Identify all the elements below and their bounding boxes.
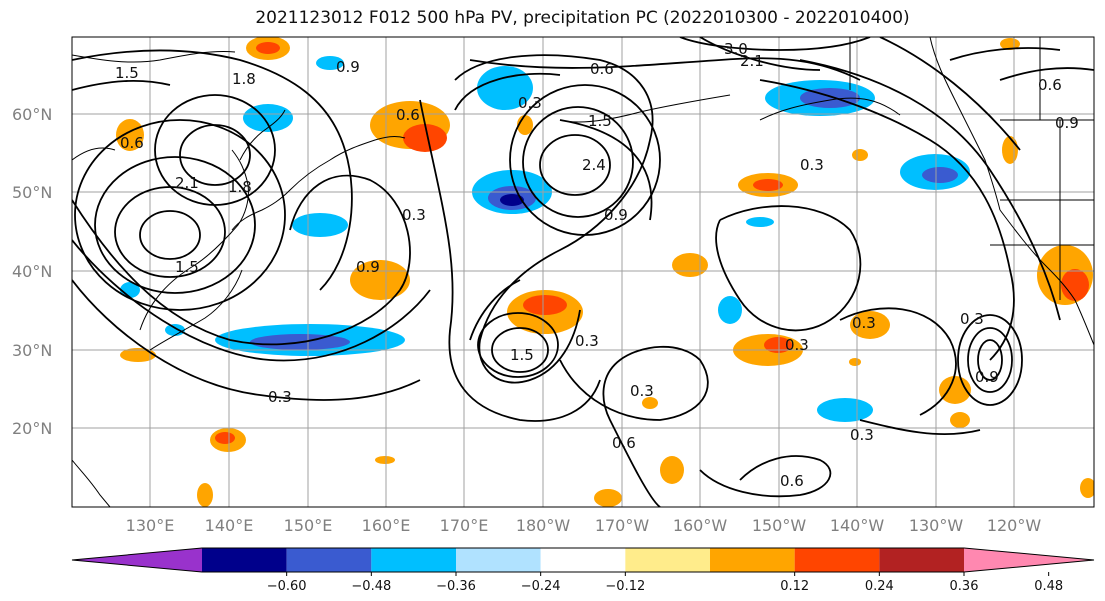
contour-label: 1.5 (510, 346, 534, 364)
lon-label: 130°W (909, 516, 964, 535)
latitude-labels: 60°N 50°N 40°N 30°N 20°N (12, 105, 52, 438)
colorbar-segment (710, 548, 795, 572)
colorbar-tick-label: −0.36 (436, 579, 476, 594)
colorbar-tick-label: −0.12 (605, 579, 645, 594)
contour-label: 1.8 (232, 70, 256, 88)
colorbar-tick-label: −0.24 (521, 579, 561, 594)
colorbar: −0.60 −0.48 −0.36 −0.24 −0.12 0.12 0.24 0.36 0.4… (71, 547, 1095, 594)
map-border (71, 36, 1095, 508)
page-title: 2021123012 F012 500 hPa PV, precipitatio… (255, 8, 910, 28)
contour-label: 0.3 (268, 388, 292, 406)
colorbar-tick-label: 0.48 (1034, 579, 1063, 594)
pv-contours (72, 37, 1094, 507)
contour-label: 0.6 (780, 472, 804, 490)
contour-label: 2.4 (582, 156, 606, 174)
lon-label: 120°W (987, 516, 1042, 535)
lon-label: 160°E (362, 516, 411, 535)
contour-label: 0.6 (1038, 76, 1062, 94)
contour-label: 0.3 (402, 206, 426, 224)
map-area (72, 37, 1094, 507)
longitude-labels: 130°E 140°E 150°E 160°E 170°E 180°W 170°… (126, 516, 1042, 535)
contour-label: 0.6 (120, 134, 144, 152)
colorbar-segment (371, 548, 456, 572)
contour-label: 2.1 (175, 174, 199, 192)
contour-label: 0.9 (356, 258, 380, 276)
contour-label: 2.1 (740, 52, 764, 70)
colorbar-segment (286, 548, 372, 572)
lon-label: 150°W (752, 516, 807, 535)
lon-label: 170°E (440, 516, 489, 535)
lat-label: 40°N (12, 262, 52, 281)
contour-label: 0.3 (785, 336, 809, 354)
colorbar-segment (625, 548, 710, 572)
contour-label: 0.3 (850, 426, 874, 444)
lon-label: 140°E (205, 516, 254, 535)
lon-label: 150°E (284, 516, 333, 535)
lat-label: 20°N (12, 419, 52, 438)
colorbar-extend-high (964, 548, 1094, 572)
colorbar-tick-label: 0.24 (865, 579, 894, 594)
colorbar-segment (540, 548, 626, 572)
contour-label: 0.9 (1055, 114, 1079, 132)
colorbar-tick-label: −0.60 (267, 579, 307, 594)
contour-label: 0.9 (604, 206, 628, 224)
colorbar-tick-label: −0.48 (351, 579, 391, 594)
contour-label: 0.3 (575, 332, 599, 350)
contour-label: 0.6 (590, 60, 614, 78)
contour-label: 0.3 (518, 94, 542, 112)
colorbar-segment (202, 548, 287, 572)
contour-label: 0.3 (630, 382, 654, 400)
contour-label: 1.5 (588, 112, 612, 130)
contour-labels: 0.9 1.8 1.5 0.6 0.3 2.1 1.8 1.5 0.9 0.3 … (115, 40, 1079, 490)
colorbar-tick-label: 0.36 (950, 579, 979, 594)
lon-label: 180°W (516, 516, 571, 535)
lon-label: 140°W (830, 516, 885, 535)
contour-label: 1.8 (228, 178, 252, 196)
contour-label: 0.3 (852, 314, 876, 332)
contour-label: 0.3 (960, 310, 984, 328)
colorbar-segment (456, 548, 541, 572)
contour-label: 0.9 (975, 368, 999, 386)
contour-label: 1.5 (175, 258, 199, 276)
colorbar-outline (71, 547, 1095, 573)
colorbar-segment (794, 548, 880, 572)
colorbar-segment (879, 548, 964, 572)
lon-label: 130°E (126, 516, 175, 535)
lon-label: 160°W (673, 516, 728, 535)
lat-label: 50°N (12, 183, 52, 202)
contour-label: 1.5 (115, 64, 139, 82)
lon-label: 170°W (595, 516, 650, 535)
lat-label: 60°N (12, 105, 52, 124)
lat-label: 30°N (12, 341, 52, 360)
contour-label: 0.9 (336, 58, 360, 76)
contour-label: 0.6 (396, 106, 420, 124)
contour-label: 3.0 (724, 40, 748, 58)
coastlines (72, 37, 1094, 507)
contour-label: 0.6 (612, 434, 636, 452)
colorbar-tick-label: 0.12 (780, 579, 809, 594)
contour-label: 0.3 (800, 156, 824, 174)
colorbar-extend-low (72, 548, 202, 572)
